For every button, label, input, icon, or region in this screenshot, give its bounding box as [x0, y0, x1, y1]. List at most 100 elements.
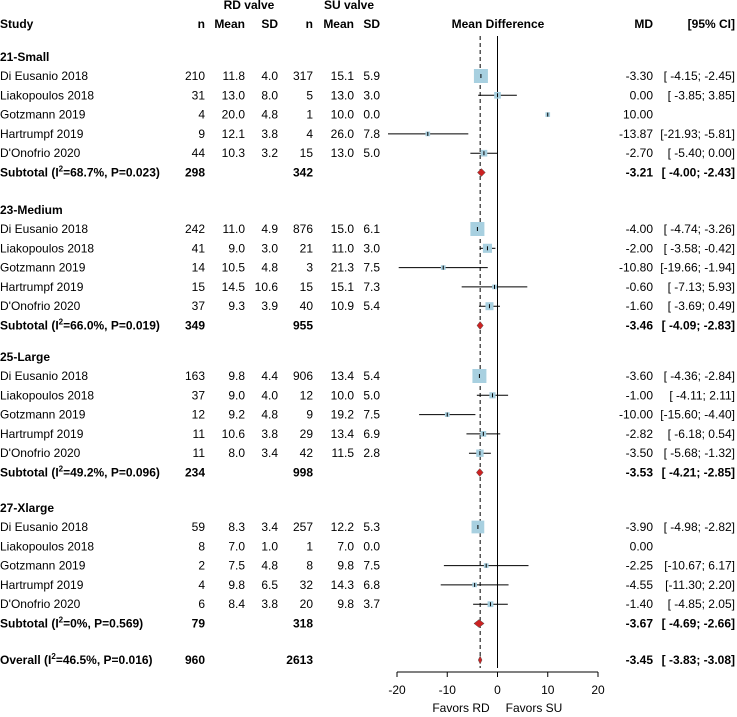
subtotal-diamond — [476, 468, 484, 477]
su-sd: 7.5 — [363, 261, 380, 275]
su-sd: 7.5 — [363, 559, 380, 573]
study-row: Gotzmann 2019 4 20.0 4.8 1 10.0 0.0 10.00 — [0, 108, 653, 122]
group-title: 21-Small — [0, 50, 49, 64]
study-row: Di Eusanio 2018 163 9.8 4.4 906 13.4 5.4 -3.60 [… — [0, 369, 735, 383]
rd-mean: 9.0 — [228, 388, 245, 402]
md-value: 10.00 — [623, 108, 653, 122]
subtotal-ci: [ -4.09; -2.83] — [662, 319, 735, 333]
su-n: 5 — [306, 88, 313, 102]
header-md: MD — [634, 17, 653, 31]
su-sd: 3.7 — [363, 597, 380, 611]
header-mean-su: Mean — [323, 17, 354, 31]
study-name: Hartrumpf 2019 — [0, 427, 84, 441]
su-mean: 13.0 — [331, 146, 355, 160]
rd-sd: 4.8 — [261, 408, 278, 422]
study-row: Hartrumpf 2019 4 9.8 6.5 32 14.3 6.8 -4.55 [-11.… — [0, 578, 735, 592]
rd-mean: 9.2 — [228, 408, 245, 422]
group-title: 25-Large — [0, 350, 50, 364]
rd-n: 9 — [198, 127, 205, 141]
ci-value: [ -5.40; 0.00] — [668, 146, 735, 160]
rd-sd: 4.9 — [261, 222, 278, 236]
su-n: 4 — [306, 127, 313, 141]
su-n: 1 — [306, 539, 313, 553]
rd-n: 11 — [193, 446, 206, 460]
su-sd: 5.0 — [363, 388, 380, 402]
study-name: D'Onofrio 2020 — [0, 299, 81, 313]
ci-value: [ -4.36; -2.84] — [664, 369, 735, 383]
x-axis: -20 -10 0 10 20 — [388, 671, 605, 697]
su-sd: 7.5 — [363, 408, 380, 422]
ci-value: [-15.60; -4.40] — [660, 408, 735, 422]
rd-n: 2 — [198, 559, 205, 573]
overall-su-n: 2613 — [286, 653, 313, 667]
rd-mean: 14.5 — [222, 280, 246, 294]
header-effect: Mean Difference — [452, 17, 545, 31]
subtotal-md: -3.21 — [626, 166, 654, 180]
ci-value: [ -3.85; 3.85] — [668, 88, 735, 102]
md-value: 0.00 — [630, 88, 654, 102]
rd-mean: 12.1 — [222, 127, 246, 141]
rd-sd: 3.4 — [261, 446, 278, 460]
ci-value: [ -3.58; -0.42] — [664, 241, 735, 255]
rd-mean: 11.0 — [223, 222, 246, 236]
su-n: 9 — [306, 408, 313, 422]
md-value: -1.00 — [626, 388, 654, 402]
study-row: Liakopoulos 2018 41 9.0 3.0 21 11.0 3.0 -2.00 [ … — [0, 241, 735, 255]
rd-n: 163 — [185, 369, 205, 383]
rd-sd: 3.0 — [261, 241, 278, 255]
rd-n: 242 — [185, 222, 205, 236]
axis-tick-label: -10 — [439, 683, 457, 697]
rd-mean: 7.0 — [228, 539, 245, 553]
rd-mean: 10.6 — [222, 427, 246, 441]
su-mean: 9.8 — [337, 597, 354, 611]
md-value: -3.50 — [626, 446, 654, 460]
ci-value: [ -6.18; 0.54] — [668, 427, 735, 441]
study-name: D'Onofrio 2020 — [0, 597, 81, 611]
study-row: Gotzmann 2019 12 9.2 4.8 9 19.2 7.5 -10.00 [-15.… — [0, 408, 735, 422]
study-name: Di Eusanio 2018 — [0, 222, 88, 236]
axis-label-right: Favors SU — [506, 701, 563, 715]
subtotal-md: -3.46 — [626, 319, 654, 333]
study-row: D'Onofrio 2020 6 8.4 3.8 20 9.8 3.7 -1.40 [ -4.8… — [0, 597, 735, 611]
subtotal-row: Subtotal (I2=0%, P=0.569) 79 318 -3.67 [ -4.… — [0, 616, 735, 631]
study-row: Hartrumpf 2019 9 12.1 3.8 4 26.0 7.8 -13.87 [-21… — [0, 127, 735, 141]
rd-mean: 8.0 — [228, 446, 245, 460]
su-mean: 14.3 — [331, 578, 355, 592]
rd-mean: 9.8 — [228, 578, 245, 592]
md-value: -2.70 — [626, 146, 654, 160]
header-n-su: n — [306, 17, 313, 31]
su-mean: 19.2 — [331, 408, 355, 422]
overall-rd-n: 960 — [185, 653, 205, 667]
rd-sd: 8.0 — [261, 88, 278, 102]
su-n: 317 — [293, 69, 313, 83]
rd-sd: 1.0 — [261, 539, 278, 553]
rd-n: 37 — [192, 299, 206, 313]
su-sd: 3.0 — [363, 241, 380, 255]
rd-sd: 3.8 — [261, 427, 278, 441]
study-row: Liakopoulos 2018 31 13.0 8.0 5 13.0 3.0 0.00 [ -… — [0, 88, 735, 102]
md-value: -2.00 — [626, 241, 654, 255]
study-name: Di Eusanio 2018 — [0, 369, 88, 383]
subtotal-row: Subtotal (I2=68.7%, P=0.023) 298 342 -3.21 [… — [0, 165, 735, 180]
su-mean: 10.0 — [331, 388, 355, 402]
study-row: Liakopoulos 2018 37 9.0 4.0 12 10.0 5.0 -1.00 [ … — [0, 388, 735, 402]
su-mean: 26.0 — [331, 127, 355, 141]
md-value: 0.00 — [630, 539, 654, 553]
su-mean: 15.1 — [331, 69, 355, 83]
rd-mean: 9.8 — [228, 369, 245, 383]
overall-diamond — [477, 655, 483, 665]
su-mean: 11.5 — [332, 446, 355, 460]
study-row: Di Eusanio 2018 210 11.8 4.0 317 15.1 5.9 -3.30… — [0, 69, 735, 83]
su-mean: 7.0 — [337, 539, 354, 553]
su-n: 12 — [300, 388, 314, 402]
study-row: Di Eusanio 2018 242 11.0 4.9 876 15.0 6.1 -4.00… — [0, 222, 735, 236]
rd-n: 44 — [192, 146, 206, 160]
su-sd: 5.9 — [363, 69, 380, 83]
ci-value: [ -5.68; -1.32] — [664, 446, 735, 460]
rd-n: 210 — [185, 69, 205, 83]
study-row: Di Eusanio 2018 59 8.3 3.4 257 12.2 5.3 -3.90 [ … — [0, 520, 735, 534]
ci-value: [-21.93; -5.81] — [660, 127, 735, 141]
su-n: 29 — [300, 427, 314, 441]
su-sd: 6.8 — [363, 578, 380, 592]
rd-mean: 20.0 — [222, 108, 246, 122]
